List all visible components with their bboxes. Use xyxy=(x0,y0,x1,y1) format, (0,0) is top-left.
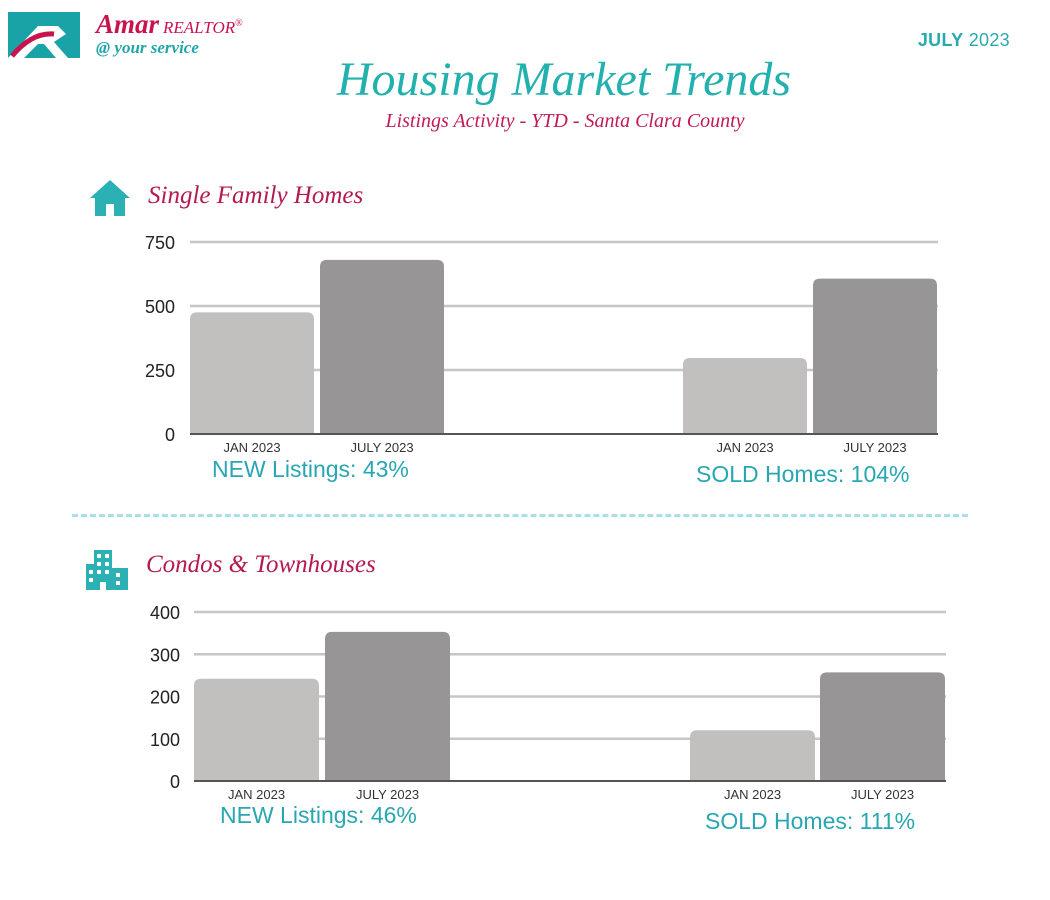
bar xyxy=(820,672,945,781)
report-date: JULY 2023 xyxy=(917,30,1010,50)
x-tick-label: JULY 2023 xyxy=(843,440,906,455)
bar xyxy=(690,730,815,781)
y-tick-label: 300 xyxy=(150,645,180,665)
section-divider xyxy=(72,514,968,517)
bar xyxy=(320,259,444,434)
page-subtitle: Listings Activity - YTD - Santa Clara Co… xyxy=(385,110,745,132)
bar xyxy=(683,357,807,434)
y-tick-label: 100 xyxy=(150,730,180,750)
caption-sf-new-listings: NEW Listings: 43% xyxy=(212,456,409,482)
x-tick-label: JULY 2023 xyxy=(350,440,413,455)
caption-condo-new-listings: NEW Listings: 46% xyxy=(220,802,417,828)
y-tick-label: 750 xyxy=(145,233,175,253)
bar xyxy=(813,278,937,434)
x-tick-label: JAN 2023 xyxy=(228,787,285,802)
x-tick-label: JAN 2023 xyxy=(716,440,773,455)
chart-condos: 0 100 200 300 400 JAN 2023 JULY 2023 JAN 2023 JU… xyxy=(150,603,946,802)
brand-logo[interactable]: Amar REALTOR® @ your service xyxy=(8,10,268,62)
caption-condo-sold-homes: SOLD Homes: 111% xyxy=(705,808,916,834)
bar xyxy=(194,678,319,781)
brand-logo-icon xyxy=(8,12,80,58)
bar xyxy=(325,631,450,781)
y-tick-label: 400 xyxy=(150,603,180,623)
building-icon xyxy=(86,550,128,590)
caption-sf-sold-homes: SOLD Homes: 104% xyxy=(696,461,910,487)
y-tick-label: 0 xyxy=(170,772,180,792)
x-tick-label: JAN 2023 xyxy=(223,440,280,455)
brand-name: Amar REALTOR® xyxy=(96,9,243,39)
page-title: Housing Market Trends xyxy=(336,53,792,106)
chart-single-family: 0 250 500 750 JAN 2023 JULY 2023 JAN 2023 JULY … xyxy=(145,233,938,455)
y-tick-label: 200 xyxy=(150,688,180,708)
y-tick-label: 250 xyxy=(145,361,175,381)
section-title-single-family: Single Family Homes xyxy=(148,182,364,209)
x-tick-label: JULY 2023 xyxy=(851,787,914,802)
brand-tagline: @ your service xyxy=(96,38,199,57)
y-tick-label: 0 xyxy=(165,425,175,445)
bar xyxy=(190,312,314,434)
y-tick-label: 500 xyxy=(145,297,175,317)
house-icon xyxy=(90,180,130,216)
x-tick-label: JULY 2023 xyxy=(356,787,419,802)
section-title-condos: Condos & Townhouses xyxy=(146,551,376,578)
x-tick-label: JAN 2023 xyxy=(724,787,781,802)
